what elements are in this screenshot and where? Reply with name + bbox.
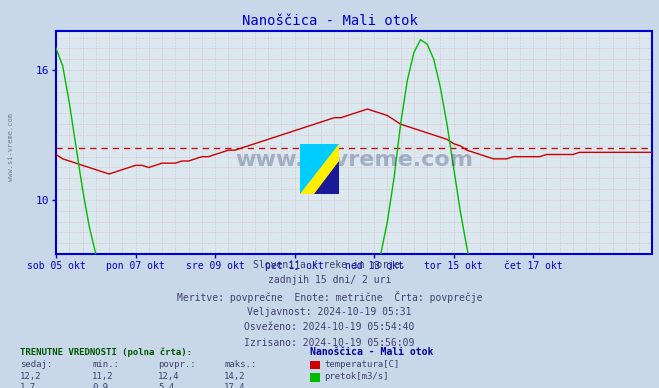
Text: Meritve: povprečne  Enote: metrične  Črta: povprečje: Meritve: povprečne Enote: metrične Črta:… — [177, 291, 482, 303]
Text: zadnjih 15 dni/ 2 uri: zadnjih 15 dni/ 2 uri — [268, 275, 391, 286]
Text: 14,2: 14,2 — [224, 372, 246, 381]
Text: www.si-vreme.com: www.si-vreme.com — [235, 151, 473, 170]
Text: www.si-vreme.com: www.si-vreme.com — [8, 113, 14, 182]
Text: Osveženo: 2024-10-19 05:54:40: Osveženo: 2024-10-19 05:54:40 — [244, 322, 415, 332]
Polygon shape — [300, 144, 339, 194]
Text: 1,7: 1,7 — [20, 383, 36, 388]
Text: 17,4: 17,4 — [224, 383, 246, 388]
Text: Slovenija / reke in morje.: Slovenija / reke in morje. — [253, 260, 406, 270]
Text: 0,9: 0,9 — [92, 383, 108, 388]
Text: min.:: min.: — [92, 360, 119, 369]
Text: 5,4: 5,4 — [158, 383, 174, 388]
Text: 12,4: 12,4 — [158, 372, 180, 381]
Text: pretok[m3/s]: pretok[m3/s] — [324, 372, 389, 381]
Text: maks.:: maks.: — [224, 360, 256, 369]
Text: Izrisano: 2024-10-19 05:56:09: Izrisano: 2024-10-19 05:56:09 — [244, 338, 415, 348]
Text: 12,2: 12,2 — [20, 372, 42, 381]
Text: Veljavnost: 2024-10-19 05:31: Veljavnost: 2024-10-19 05:31 — [247, 307, 412, 317]
Text: sedaj:: sedaj: — [20, 360, 52, 369]
Polygon shape — [300, 144, 339, 194]
Text: Nanoščica - Mali otok: Nanoščica - Mali otok — [310, 347, 433, 357]
Text: povpr.:: povpr.: — [158, 360, 196, 369]
Text: TRENUTNE VREDNOSTI (polna črta):: TRENUTNE VREDNOSTI (polna črta): — [20, 347, 192, 357]
Text: Nanoščica - Mali otok: Nanoščica - Mali otok — [242, 14, 417, 28]
Text: temperatura[C]: temperatura[C] — [324, 360, 399, 369]
Polygon shape — [314, 161, 339, 194]
Text: 11,2: 11,2 — [92, 372, 114, 381]
